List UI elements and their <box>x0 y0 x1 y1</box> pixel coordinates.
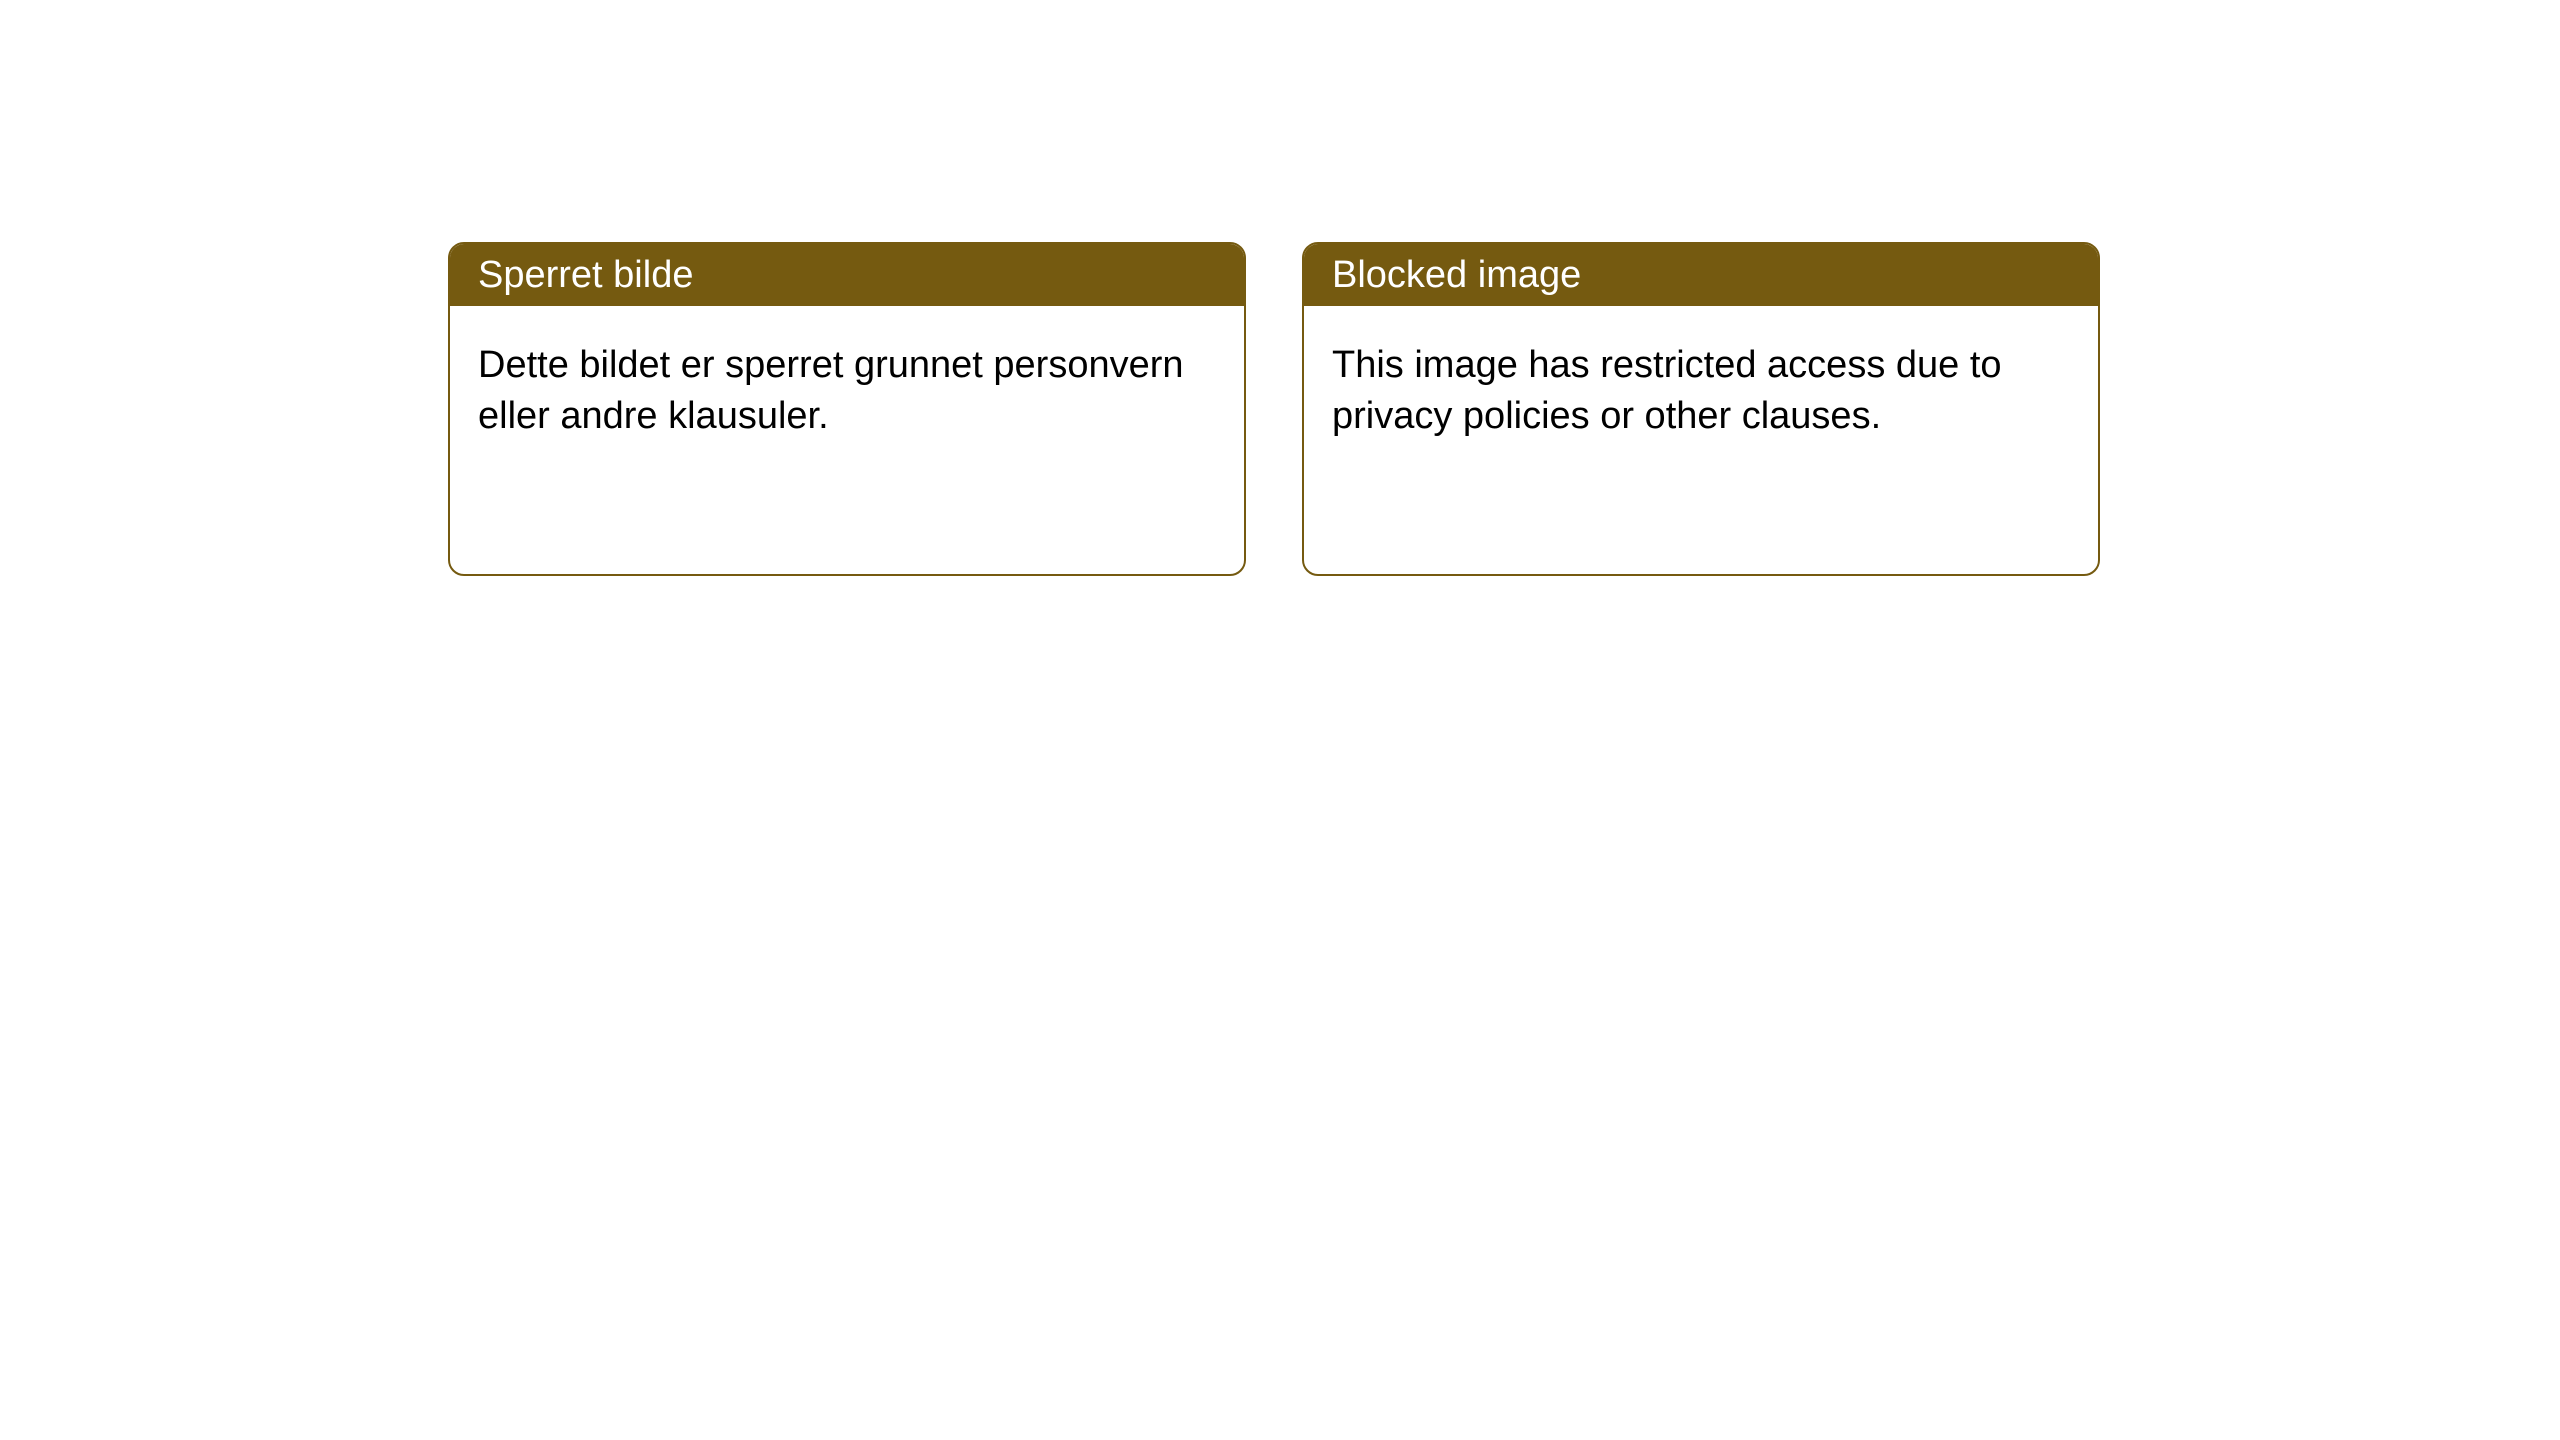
notice-header-text: Blocked image <box>1332 254 1581 297</box>
notice-body-text: Dette bildet er sperret grunnet personve… <box>478 344 1184 437</box>
notice-header: Blocked image <box>1304 244 2098 306</box>
notice-card-english: Blocked image This image has restricted … <box>1302 242 2100 576</box>
notice-header: Sperret bilde <box>450 244 1244 306</box>
notice-container: Sperret bilde Dette bildet er sperret gr… <box>0 0 2560 576</box>
notice-card-norwegian: Sperret bilde Dette bildet er sperret gr… <box>448 242 1246 576</box>
notice-body-text: This image has restricted access due to … <box>1332 344 2002 437</box>
notice-header-text: Sperret bilde <box>478 254 693 297</box>
notice-body: Dette bildet er sperret grunnet personve… <box>450 306 1244 477</box>
notice-body: This image has restricted access due to … <box>1304 306 2098 477</box>
